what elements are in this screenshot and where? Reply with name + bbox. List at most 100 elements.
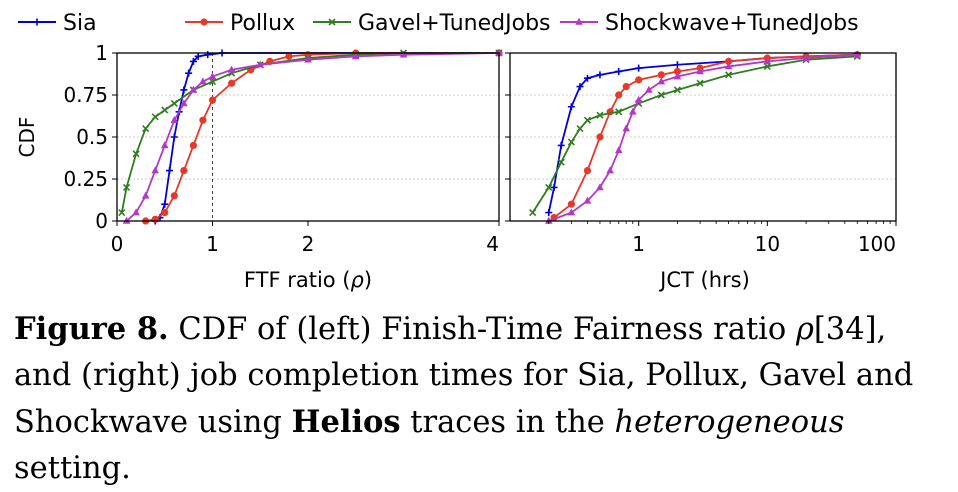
legend-label-shockwave-tunedjobs: Shockwave+TunedJobs bbox=[605, 11, 859, 36]
data-point-shockwave-tunedjobs bbox=[170, 116, 179, 123]
y-tick-label: 0.25 bbox=[63, 167, 108, 191]
x-axis-label-jct: JCT (hrs) bbox=[658, 268, 750, 292]
data-point-shockwave-tunedjobs bbox=[544, 216, 553, 224]
data-point-gavel-tunedjobs bbox=[657, 91, 665, 99]
x-tick-label: 2 bbox=[302, 232, 315, 256]
data-point-gavel-tunedjobs bbox=[673, 86, 681, 94]
data-point-pollux bbox=[635, 76, 643, 84]
data-point-shockwave-tunedjobs bbox=[208, 72, 217, 80]
data-point-pollux bbox=[567, 200, 575, 208]
y-tick-label: 0.75 bbox=[63, 83, 108, 107]
data-point-sia bbox=[557, 141, 565, 149]
legend-label-pollux: Pollux bbox=[230, 11, 295, 36]
data-point-sia bbox=[673, 61, 681, 69]
data-point-sia bbox=[185, 69, 193, 77]
series-line-shockwave-tunedjobs bbox=[548, 53, 858, 222]
x-tick-label: 1 bbox=[632, 232, 645, 256]
data-point-pollux bbox=[208, 96, 217, 104]
data-point-gavel-tunedjobs bbox=[557, 158, 565, 166]
data-point-gavel-tunedjobs bbox=[725, 71, 733, 79]
data-point-pollux bbox=[170, 192, 178, 200]
data-point-gavel-tunedjobs bbox=[763, 62, 771, 71]
data-point-shockwave-tunedjobs bbox=[634, 95, 643, 103]
data-point-shockwave-tunedjobs bbox=[399, 50, 408, 58]
data-point-shockwave-tunedjobs bbox=[596, 183, 604, 191]
data-point-sia bbox=[545, 209, 553, 217]
data-point-pollux bbox=[180, 167, 188, 175]
caption-part4: setting. bbox=[14, 451, 131, 486]
x-axis-label-ftf: FTF ratio (ρ) bbox=[244, 268, 372, 292]
data-point-shockwave-tunedjobs bbox=[567, 208, 576, 216]
data-point-gavel-tunedjobs bbox=[576, 125, 584, 133]
data-point-shockwave-tunedjobs bbox=[583, 196, 592, 204]
caption-bold-word: Helios bbox=[291, 404, 401, 440]
legend: Sia Pollux Gavel+TunedJobs Shockwave+TunedJ… bbox=[18, 11, 859, 36]
data-point-gavel-tunedjobs bbox=[696, 79, 704, 87]
data-point-gavel-tunedjobs bbox=[567, 138, 575, 146]
caption-part3: traces in the bbox=[400, 405, 615, 440]
data-point-sia bbox=[166, 167, 174, 175]
x-tick-label: 100 bbox=[858, 232, 896, 256]
legend-marker-pollux bbox=[200, 18, 208, 26]
x-tick-label: 4 bbox=[486, 232, 499, 256]
data-point-gavel-tunedjobs bbox=[529, 209, 537, 217]
data-point-gavel-tunedjobs bbox=[151, 113, 159, 121]
series-line-gavel-tunedjobs bbox=[531, 55, 858, 214]
x-axis-label-rho: ρ bbox=[351, 268, 365, 292]
data-point-pollux bbox=[657, 71, 665, 79]
data-point-gavel-tunedjobs bbox=[170, 99, 178, 107]
data-point-pollux bbox=[673, 67, 681, 76]
data-point-shockwave-tunedjobs bbox=[696, 67, 704, 75]
data-point-shockwave-tunedjobs bbox=[189, 85, 198, 93]
caption-part1: CDF of (left) Finish-Time Fairness ratio bbox=[168, 312, 796, 347]
data-point-sia bbox=[615, 67, 623, 75]
data-point-sia bbox=[583, 74, 591, 82]
x-tick-label: 1 bbox=[206, 232, 219, 256]
caption-rho: ρ bbox=[795, 312, 814, 347]
data-point-sia bbox=[596, 71, 604, 79]
data-point-shockwave-tunedjobs bbox=[227, 65, 236, 73]
series-line-shockwave-tunedjobs bbox=[125, 52, 500, 222]
data-point-shockwave-tunedjobs bbox=[132, 208, 140, 216]
data-point-pollux bbox=[285, 52, 293, 60]
y-tick-label: 0.5 bbox=[76, 125, 108, 149]
legend-label-sia: Sia bbox=[63, 11, 97, 36]
data-point-gavel-tunedjobs bbox=[122, 183, 131, 191]
data-point-shockwave-tunedjobs bbox=[304, 55, 312, 63]
data-point-gavel-tunedjobs bbox=[118, 209, 126, 217]
data-point-shockwave-tunedjobs bbox=[645, 85, 653, 93]
data-point-shockwave-tunedjobs bbox=[199, 77, 207, 85]
data-point-shockwave-tunedjobs bbox=[122, 216, 131, 224]
data-point-pollux bbox=[622, 83, 630, 91]
x-tick-label: 10 bbox=[755, 232, 780, 256]
data-point-shockwave-tunedjobs bbox=[141, 191, 150, 199]
data-point-sia bbox=[576, 83, 584, 91]
data-point-shockwave-tunedjobs bbox=[351, 52, 360, 60]
data-point-shockwave-tunedjobs bbox=[673, 72, 682, 80]
data-point-sia bbox=[204, 51, 212, 59]
data-point-sia bbox=[189, 57, 197, 65]
caption-italic-word: heterogeneous bbox=[614, 405, 845, 440]
series-line-gavel-tunedjobs bbox=[120, 52, 499, 213]
data-point-pollux bbox=[725, 57, 733, 65]
data-point-shockwave-tunedjobs bbox=[628, 107, 637, 115]
data-point-pollux bbox=[615, 91, 623, 99]
x-tick-label: 0 bbox=[111, 232, 124, 256]
data-point-shockwave-tunedjobs bbox=[180, 99, 188, 107]
data-point-pollux bbox=[583, 167, 592, 175]
data-point-gavel-tunedjobs bbox=[615, 108, 623, 116]
data-point-shockwave-tunedjobs bbox=[151, 166, 159, 174]
data-point-shockwave-tunedjobs bbox=[724, 62, 733, 70]
data-point-shockwave-tunedjobs bbox=[622, 124, 630, 132]
data-point-gavel-tunedjobs bbox=[142, 125, 150, 133]
data-point-shockwave-tunedjobs bbox=[614, 146, 623, 154]
y-tick-label: 1 bbox=[95, 41, 108, 65]
data-point-pollux bbox=[596, 133, 604, 141]
data-point-gavel-tunedjobs bbox=[161, 106, 169, 114]
data-point-shockwave-tunedjobs bbox=[802, 53, 810, 61]
figure: Sia Pollux Gavel+TunedJobs Shockwave+TunedJ… bbox=[15, 11, 897, 292]
jct-cdf-plot: 1 10 100 JCT (hrs) bbox=[505, 50, 897, 292]
data-point-pollux bbox=[228, 79, 236, 87]
legend-marker-gavel-tunedjobs bbox=[328, 18, 336, 26]
data-point-sia bbox=[194, 52, 202, 60]
